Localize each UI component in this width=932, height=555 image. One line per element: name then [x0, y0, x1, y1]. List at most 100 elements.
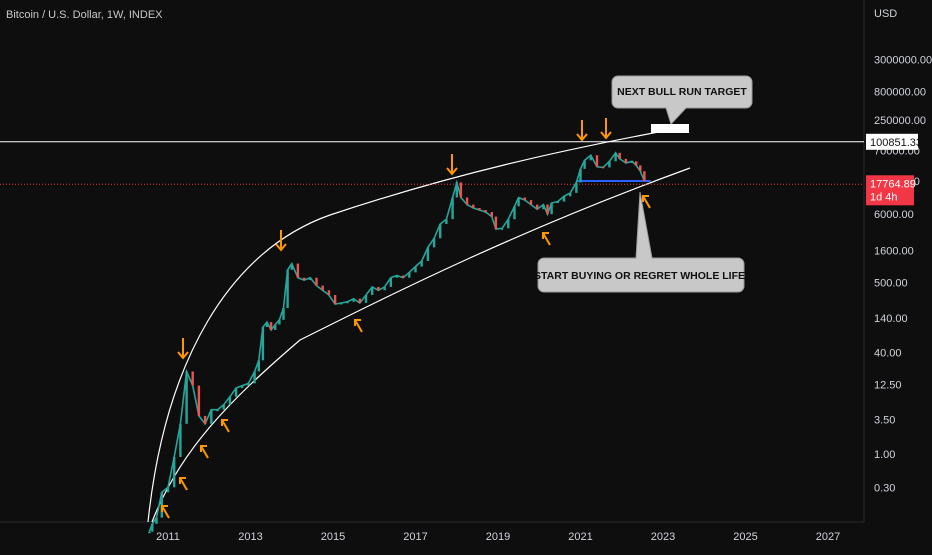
time-axis[interactable]: 2011 2013 2015 2017 2019 2021 2023 2025 2027 [156, 531, 840, 543]
candle [614, 152, 617, 162]
y-tick-label: 800000.00 [874, 87, 926, 99]
candle [222, 404, 225, 410]
candle [562, 196, 566, 202]
candle [465, 197, 469, 205]
candle [296, 263, 300, 278]
candle [507, 219, 510, 229]
candle [459, 182, 463, 198]
price-series [148, 151, 646, 534]
candle [265, 322, 269, 328]
chart-title: Bitcoin / U.S. Dollar, 1W, INDEX [6, 9, 163, 21]
candle [624, 158, 628, 163]
candle [583, 160, 586, 169]
candle [550, 203, 553, 215]
candle [556, 201, 559, 203]
candle [490, 212, 493, 217]
candle [216, 409, 219, 412]
callouts: NEXT BULL RUN TARGET START BUYING OR REGR… [534, 75, 753, 293]
candle [426, 247, 430, 261]
x-tick-label: 2023 [651, 531, 675, 543]
candle [327, 290, 331, 295]
candle [278, 319, 281, 325]
upper-arc-curve [147, 127, 681, 523]
candle [395, 275, 399, 278]
candle [500, 228, 504, 230]
candle [643, 171, 646, 181]
candle [148, 531, 151, 534]
candle [478, 208, 481, 210]
candle [408, 272, 411, 278]
price-tag-label: 100851.33 [870, 137, 922, 149]
candle [517, 197, 520, 207]
y-tick-label: 40.00 [874, 347, 902, 359]
y-tick-label: 500.00 [874, 278, 908, 290]
candle [197, 385, 201, 416]
candle [523, 197, 526, 201]
candle [173, 457, 176, 488]
y-tick-label: 3.50 [874, 415, 895, 427]
up-arrow-icon [221, 419, 230, 433]
up-arrow-icon [542, 232, 551, 246]
candle [257, 360, 260, 372]
candle [191, 371, 194, 386]
candle [595, 155, 599, 167]
candle [420, 261, 423, 267]
up-arrow-icon [161, 505, 170, 519]
candle [261, 327, 265, 361]
down-arrow-icon [275, 230, 287, 252]
candle [472, 204, 475, 209]
x-tick-label: 2027 [816, 531, 840, 543]
candle [639, 165, 642, 172]
candle [494, 216, 498, 230]
x-tick-label: 2017 [403, 531, 427, 543]
candle [513, 206, 516, 220]
candle [401, 275, 405, 278]
y-tick-label: 250000.00 [874, 115, 926, 127]
down-arrow-icon [177, 338, 189, 360]
up-arrow-icon [200, 445, 209, 459]
y-tick-label: 1.00 [874, 449, 895, 461]
candle [151, 523, 154, 532]
x-tick-label: 2021 [568, 531, 592, 543]
candle [185, 371, 188, 424]
down-arrow-icon [446, 154, 458, 176]
up-arrow-icon [642, 195, 651, 209]
candle [589, 155, 592, 161]
price-tag-label: 17764.89 [870, 178, 916, 190]
x-tick-label: 2013 [238, 531, 262, 543]
candle [389, 277, 392, 287]
candle [484, 210, 487, 212]
candle [274, 324, 277, 330]
candle [166, 487, 170, 493]
candle [333, 295, 337, 305]
up-arrow-icon [179, 477, 188, 491]
candle [160, 492, 163, 518]
candle [608, 161, 611, 168]
candle [377, 286, 380, 291]
x-tick-label: 2011 [156, 531, 180, 543]
candle [210, 409, 213, 424]
candle [383, 286, 386, 291]
candle [635, 161, 638, 166]
candle [321, 285, 324, 291]
candle [352, 298, 355, 302]
x-tick-label: 2019 [486, 531, 510, 543]
candle [340, 303, 343, 305]
candle [445, 219, 448, 224]
callout-label: START BUYING OR REGRET WHOLE LIFE. [534, 270, 748, 282]
candle [364, 295, 368, 303]
x-tick-label: 2025 [733, 531, 757, 543]
candle [439, 224, 442, 239]
down-arrow-icon [576, 120, 588, 142]
y-tick-label: 3000000.00 [874, 55, 932, 67]
orange-arrows [161, 118, 651, 519]
candle [290, 263, 293, 270]
callout-label: NEXT BULL RUN TARGET [617, 86, 747, 98]
candle [269, 322, 273, 330]
candle [203, 415, 207, 424]
candle [546, 204, 549, 215]
